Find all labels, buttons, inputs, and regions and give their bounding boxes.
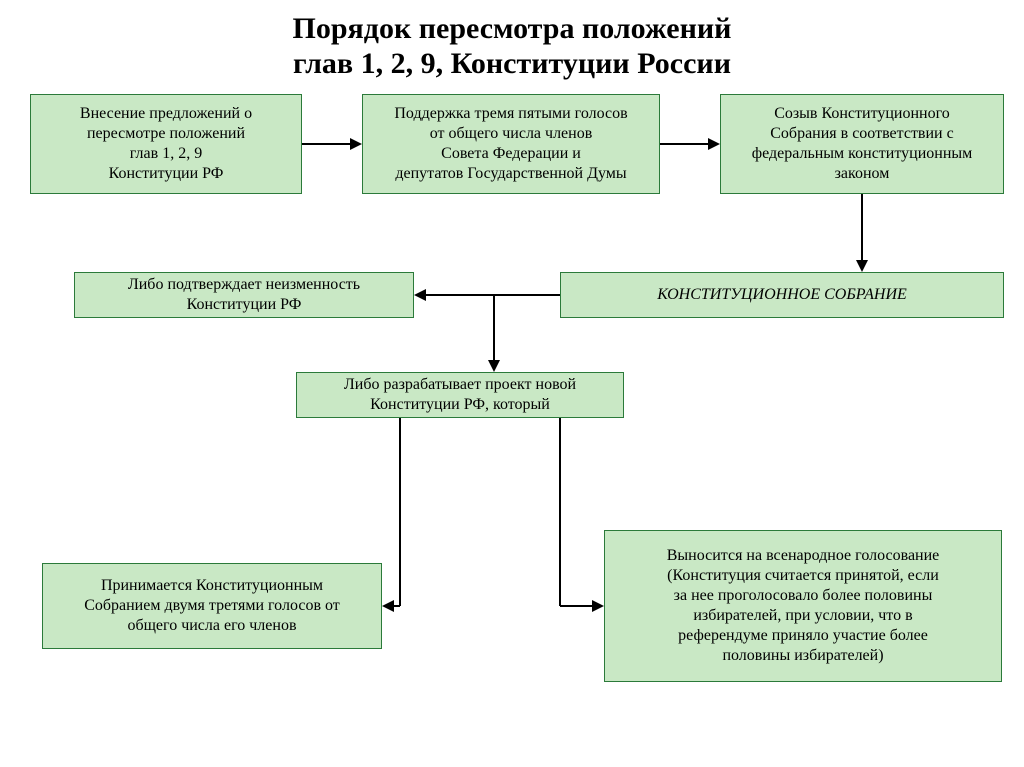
node-confirm-label: Либо подтверждает неизменность Конституц… bbox=[128, 275, 360, 315]
node-step-1: Внесение предложений о пересмотре положе… bbox=[30, 94, 302, 194]
node-referendum-label: Выносится на всенародное голосование (Ко… bbox=[667, 546, 940, 666]
node-step-3-label: Созыв Конституционного Собрания в соотве… bbox=[752, 104, 973, 184]
node-referendum: Выносится на всенародное голосование (Ко… bbox=[604, 530, 1002, 682]
node-step-3: Созыв Конституционного Собрания в соотве… bbox=[720, 94, 1004, 194]
node-assembly: КОНСТИТУЦИОННОЕ СОБРАНИЕ bbox=[560, 272, 1004, 318]
node-step-2-label: Поддержка тремя пятыми голосов от общего… bbox=[394, 104, 627, 184]
node-confirm: Либо подтверждает неизменность Конституц… bbox=[74, 272, 414, 318]
node-draft: Либо разрабатывает проект новой Конститу… bbox=[296, 372, 624, 418]
page-title: Порядок пересмотра положений глав 1, 2, … bbox=[0, 12, 1024, 81]
node-step-2: Поддержка тремя пятыми голосов от общего… bbox=[362, 94, 660, 194]
node-assembly-label: КОНСТИТУЦИОННОЕ СОБРАНИЕ bbox=[657, 285, 907, 305]
node-adopt-assembly-label: Принимается Конституционным Собранием дв… bbox=[84, 576, 340, 636]
node-step-1-label: Внесение предложений о пересмотре положе… bbox=[80, 104, 252, 184]
node-draft-label: Либо разрабатывает проект новой Конститу… bbox=[344, 375, 576, 415]
node-adopt-assembly: Принимается Конституционным Собранием дв… bbox=[42, 563, 382, 649]
